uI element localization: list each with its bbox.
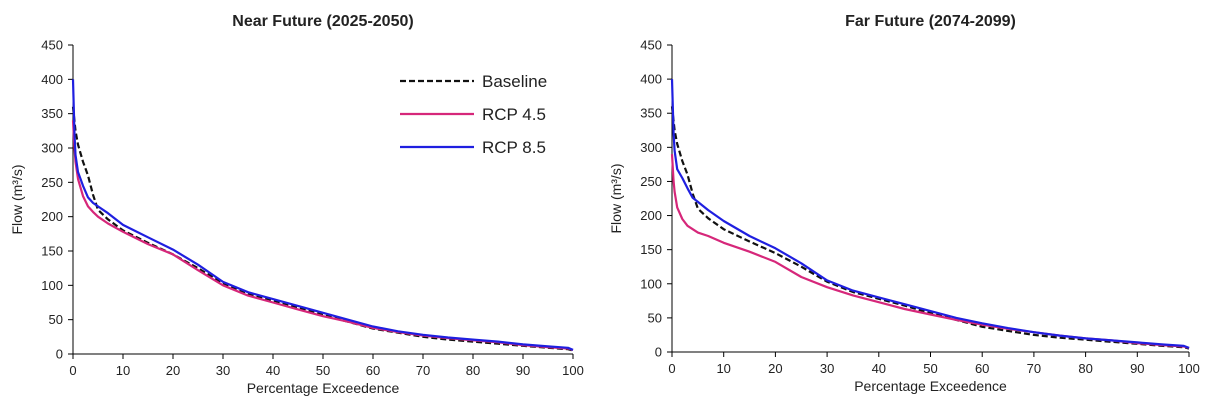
y-tick-label: 250: [640, 174, 662, 189]
chart-panel-2: Far Future (2074-2099)050100150200250300…: [608, 13, 1200, 394]
y-tick-label: 100: [41, 278, 63, 293]
series-line-rcp-8-5: [670, 79, 1190, 349]
y-tick-label: 150: [640, 242, 662, 257]
chart-panel-1: Near Future (2025-2050)05010015020025030…: [9, 13, 584, 396]
y-tick-label: 50: [648, 310, 662, 325]
legend-label: RCP 4.5: [482, 105, 546, 124]
y-tick-label: 200: [41, 209, 63, 224]
chart-title: Far Future (2074-2099): [845, 13, 1016, 30]
x-tick-label: 40: [266, 363, 280, 378]
legend: Baseline RCP 4.5 RCP 8.5: [400, 72, 547, 157]
x-tick-label: 30: [216, 363, 230, 378]
x-tick-label: 20: [768, 361, 782, 376]
y-tick-label: 300: [41, 141, 63, 156]
x-tick-label: 20: [166, 363, 180, 378]
x-tick-label: 70: [416, 363, 430, 378]
y-tick-label: 400: [41, 72, 63, 87]
y-tick-label: 0: [655, 345, 662, 360]
x-tick-label: 30: [820, 361, 834, 376]
y-tick-label: 0: [56, 347, 63, 362]
legend-label: Baseline: [482, 72, 547, 91]
y-axis-label: Flow (m³/s): [608, 164, 624, 234]
x-tick-label: 40: [872, 361, 886, 376]
y-tick-label: 400: [640, 72, 662, 87]
legend-label: RCP 8.5: [482, 138, 546, 157]
y-tick-label: 450: [41, 38, 63, 53]
x-tick-label: 0: [668, 361, 675, 376]
y-tick-label: 350: [640, 106, 662, 121]
y-tick-label: 200: [640, 208, 662, 223]
x-tick-label: 80: [1078, 361, 1092, 376]
y-tick-label: 450: [640, 38, 662, 53]
series-line-baseline: [670, 106, 1190, 350]
x-tick-label: 50: [923, 361, 937, 376]
y-tick-label: 150: [41, 244, 63, 259]
x-axis-label: Percentage Exceedence: [854, 378, 1007, 394]
x-axis-label: Percentage Exceedence: [247, 380, 400, 396]
x-tick-label: 90: [1130, 361, 1144, 376]
chart-title: Near Future (2025-2050): [232, 13, 413, 30]
x-tick-label: 60: [366, 363, 380, 378]
x-tick-label: 50: [316, 363, 330, 378]
x-tick-label: 60: [975, 361, 989, 376]
y-tick-label: 250: [41, 175, 63, 190]
series-line-rcp-8-5: [71, 79, 574, 351]
y-tick-label: 50: [49, 312, 63, 327]
x-tick-label: 80: [466, 363, 480, 378]
x-tick-label: 100: [562, 363, 584, 378]
y-tick-label: 100: [640, 276, 662, 291]
x-tick-label: 10: [716, 361, 730, 376]
x-tick-label: 100: [1178, 361, 1200, 376]
x-tick-label: 70: [1027, 361, 1041, 376]
y-axis-label: Flow (m³/s): [9, 165, 25, 235]
y-tick-label: 300: [640, 140, 662, 155]
x-tick-label: 0: [69, 363, 76, 378]
x-tick-label: 10: [116, 363, 130, 378]
y-tick-label: 350: [41, 106, 63, 121]
series-line-rcp-4-5: [670, 154, 1190, 349]
series-line-baseline: [71, 106, 574, 352]
x-tick-label: 90: [516, 363, 530, 378]
